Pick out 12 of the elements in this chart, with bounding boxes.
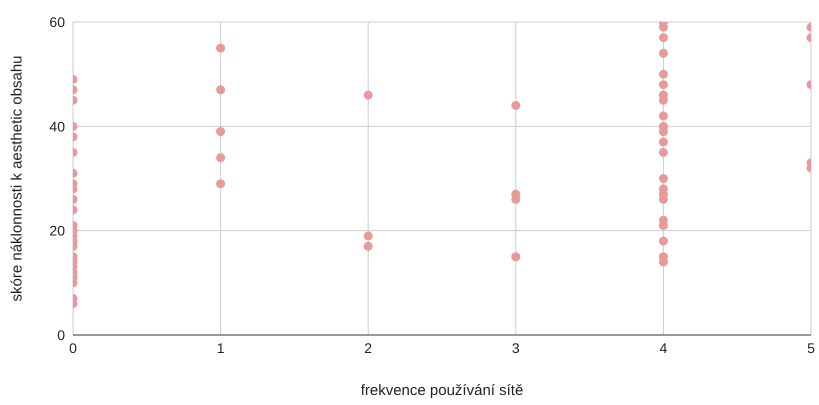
y-tick-label: 40 [49, 118, 66, 134]
y-axis-title: skóre náklonnosti k aesthetic obsahu [8, 56, 26, 302]
x-tick-label: 4 [660, 340, 668, 356]
x-tick-label: 5 [807, 340, 816, 356]
y-tick-label: 20 [49, 222, 66, 239]
x-tick-label: 3 [512, 340, 520, 356]
x-tick-label: 0 [69, 340, 78, 356]
y-tick-label: 0 [57, 326, 66, 343]
x-tick-label: 1 [216, 340, 225, 356]
x-axis-title: frekvence používání sítě [360, 382, 524, 399]
x-tick-label: 2 [364, 340, 372, 356]
y-tick-label: 60 [49, 14, 66, 30]
